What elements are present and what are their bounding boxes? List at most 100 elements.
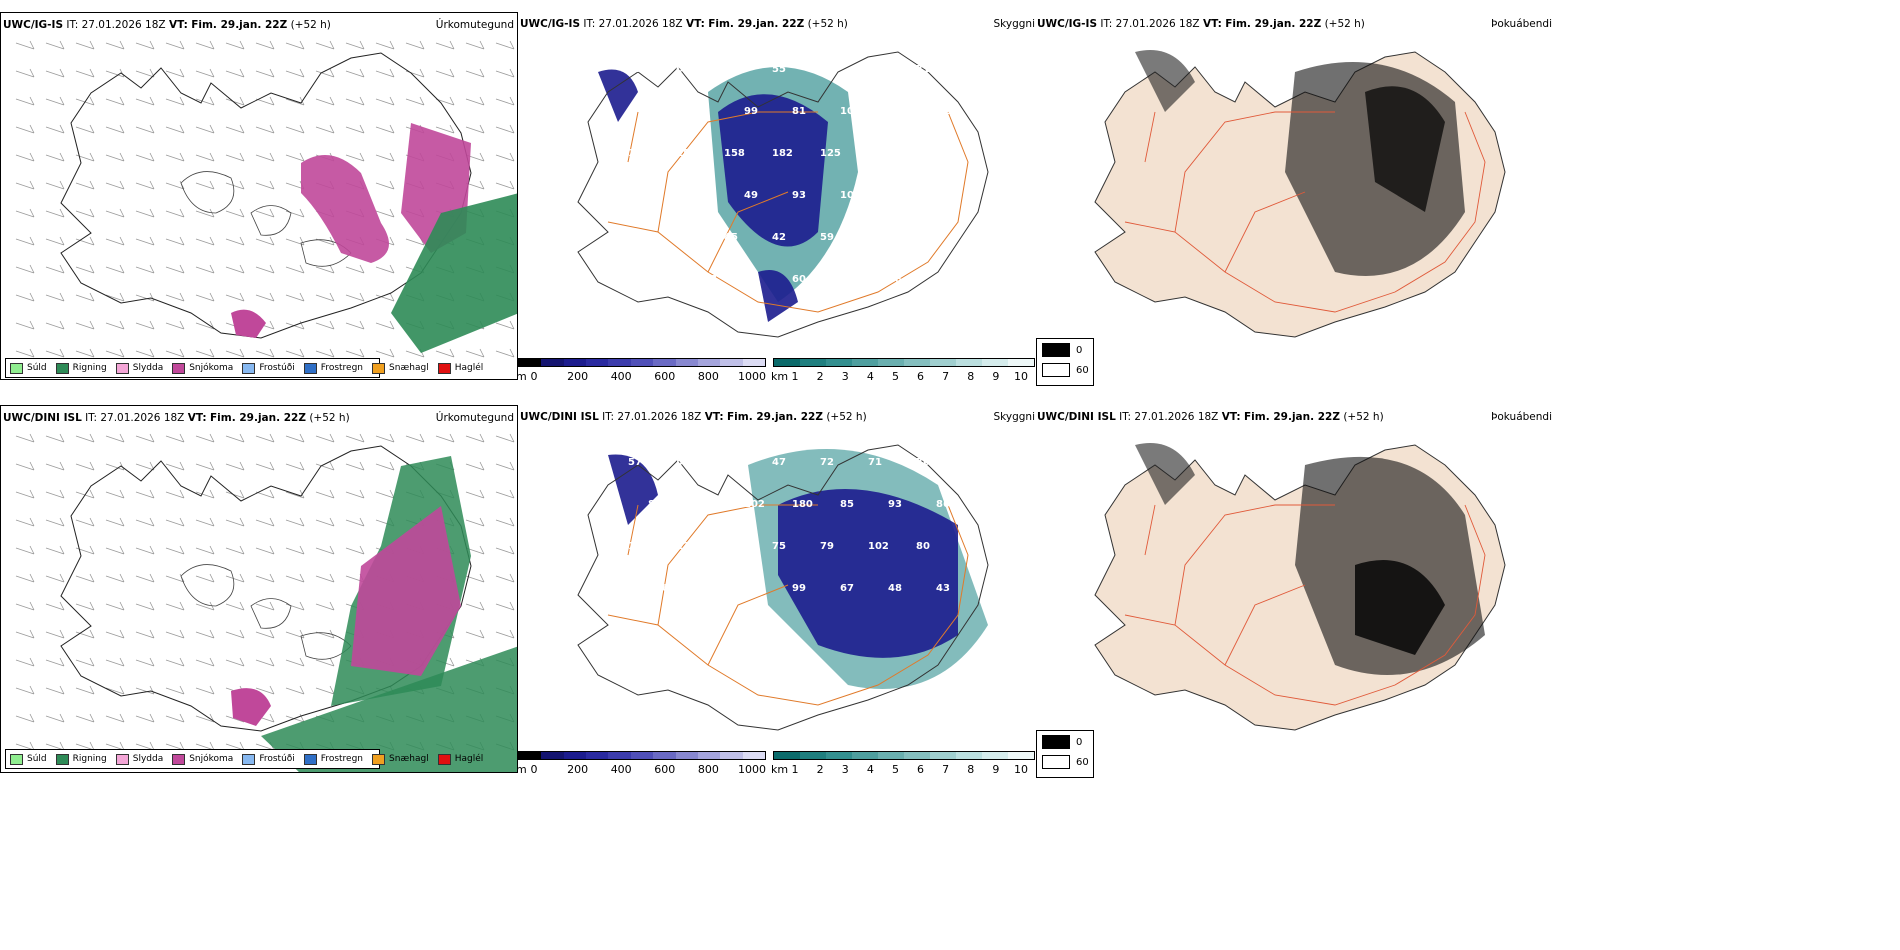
colorbar-tick: 8 [967, 763, 975, 773]
legend-item: Snjókoma [172, 362, 233, 374]
wind-barb [435, 124, 455, 134]
wind-barb [225, 517, 245, 527]
legend-swatch [55, 753, 69, 765]
wind-barb [135, 264, 155, 274]
wind-barb [165, 433, 185, 443]
wind-barb [135, 236, 155, 246]
wind-barb [285, 264, 305, 274]
wind-barb [165, 96, 185, 106]
cloud-base-label: 57 [724, 541, 738, 552]
cloud-base-labels: 57 66 100 55 79 96 71 45 80 99 81 109 116 118 145 154 15… [628, 64, 957, 285]
wind-barb [495, 348, 515, 358]
legend-swatch [10, 753, 23, 765]
wind-barb [195, 264, 215, 274]
wind-barb [195, 517, 215, 527]
wind-barb [495, 180, 515, 190]
colorbar-segment [904, 359, 930, 366]
cloud-base-label: 128 [696, 274, 717, 285]
wind-barb [75, 40, 95, 50]
wind-barb [75, 461, 95, 471]
cloud-base-label: 43 [936, 583, 950, 594]
wind-barb [285, 124, 305, 134]
wind-barb [75, 517, 95, 527]
wind-barb [45, 96, 65, 106]
wind-barb [285, 517, 305, 527]
legend-item: Snæhagl [372, 753, 429, 765]
wind-barb [15, 545, 35, 555]
cloud-base-label: 28 [888, 274, 902, 285]
colorbar-tick: 800 [697, 370, 719, 380]
wind-barb [465, 180, 485, 190]
wind-barb [315, 320, 335, 330]
wind-barb [285, 601, 305, 611]
rain-area [391, 193, 517, 353]
legend-swatch [55, 362, 69, 374]
wind-barb [75, 236, 95, 246]
panel-title: Þokuábendi [1491, 411, 1552, 423]
wind-barb [225, 629, 245, 639]
wind-barb [165, 657, 185, 667]
wind-barb [375, 292, 395, 302]
cloud-base-label: 85 [840, 499, 854, 510]
wind-barb [255, 68, 275, 78]
colorbar-tick: 400 [610, 370, 632, 380]
colorbar-segment [563, 359, 587, 366]
wind-barb [225, 208, 245, 218]
fog-map [1094, 50, 1506, 338]
wind-barb [105, 685, 125, 695]
wind-barb [255, 152, 275, 162]
colorbar-tick: 7 [942, 763, 950, 773]
wind-barb [285, 713, 305, 723]
wind-barb [345, 489, 365, 499]
colorbar-segment [930, 359, 956, 366]
height-colorbar: m 0 200 400 600 800 1000 [518, 358, 766, 380]
snow-area [231, 688, 271, 726]
wind-barb [465, 489, 485, 499]
wind-barb [465, 96, 485, 106]
wind-barb [195, 629, 215, 639]
wind-barb [45, 545, 65, 555]
cloud-base-label: 192 [628, 625, 649, 636]
wind-barb [75, 208, 95, 218]
fog-area [1355, 560, 1445, 655]
wind-barb [315, 348, 335, 358]
cloud-base-label: 57 [628, 64, 642, 75]
legend-item: Snjókoma [172, 753, 233, 765]
wind-barb [165, 40, 185, 50]
wind-barb [75, 264, 95, 274]
colorbar-tick: 4 [866, 763, 874, 773]
wind-barb [435, 68, 455, 78]
height-unit: m [518, 370, 527, 380]
legend-label: Slydda [132, 754, 164, 764]
legend-item: Frostúði [242, 362, 295, 374]
wind-barb [345, 124, 365, 134]
cloud-base-label: 48 [888, 583, 902, 594]
panel-header: UWC/DINI ISL IT: 27.01.2026 18Z VT: Fim.… [1037, 411, 1384, 423]
wind-barb [315, 433, 335, 443]
wind-barb [105, 573, 125, 583]
cloud-base-label: 125 [820, 148, 841, 159]
colorbar-tick: 5 [891, 370, 899, 380]
wind-barb [495, 461, 515, 471]
wind-barb [15, 348, 35, 358]
wind-barb [345, 545, 365, 555]
wind-barb [105, 461, 125, 471]
wind-barb [435, 348, 455, 358]
wind-barb [15, 320, 35, 330]
wind-barb [135, 713, 155, 723]
colorbar-segment [608, 359, 631, 366]
wind-barb [105, 348, 125, 358]
colorbar-tick: 10 [1014, 763, 1028, 773]
legend-label: Frostúði [259, 363, 295, 373]
wind-barb [495, 152, 515, 162]
wind-barb [285, 208, 305, 218]
wind-barb [135, 601, 155, 611]
wind-barb [105, 96, 125, 106]
wind-barb [375, 124, 395, 134]
cloud-base-label: 53 [648, 190, 662, 201]
wind-barb [15, 68, 35, 78]
cloud-base-label: 52 [676, 457, 690, 468]
wind-barb [195, 68, 215, 78]
panel-header: UWC/IG-IS IT: 27.01.2026 18Z VT: Fim. 29… [1037, 18, 1365, 30]
wind-barb [165, 685, 185, 695]
